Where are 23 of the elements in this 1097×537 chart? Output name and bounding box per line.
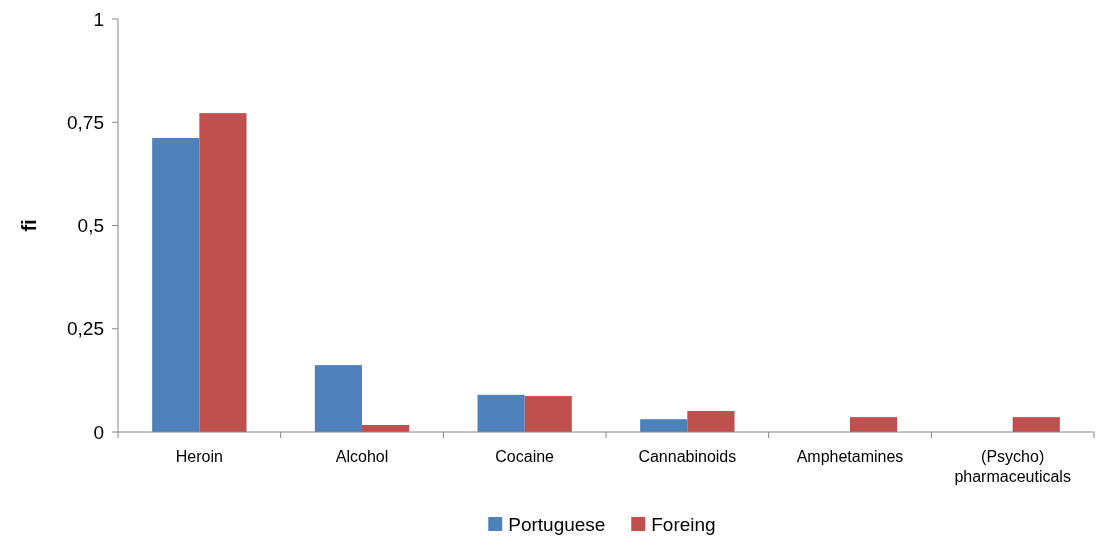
- x-tick-label: (Psycho) pharmaceuticals: [954, 448, 1071, 485]
- bar: [687, 410, 735, 432]
- y-tick-label: 1: [93, 8, 104, 30]
- bar: [524, 396, 572, 432]
- x-tick-label: Alcohol: [335, 448, 389, 465]
- x-tick-label: Heroin: [175, 448, 223, 465]
- x-tick-label: Amphetamines: [796, 448, 904, 465]
- x-tick-label: Cannabinoids: [638, 448, 737, 465]
- y-tick-label: 0: [93, 421, 104, 443]
- y-tick-label: 0,25: [67, 318, 104, 340]
- bar: [640, 419, 688, 432]
- bar: [314, 365, 362, 432]
- x-tick-label: Cocaine: [495, 448, 555, 465]
- bar: [477, 394, 525, 432]
- legend-label: Foreing: [651, 513, 716, 535]
- bar: [850, 417, 898, 432]
- y-tick-label: 0,75: [67, 111, 104, 133]
- y-tick-label: 0,5: [77, 215, 104, 237]
- bar: [152, 137, 200, 432]
- y-axis-title: fi: [18, 219, 40, 232]
- bar: [1012, 417, 1060, 432]
- bar: [199, 113, 247, 432]
- legend-label: Portuguese: [508, 513, 606, 535]
